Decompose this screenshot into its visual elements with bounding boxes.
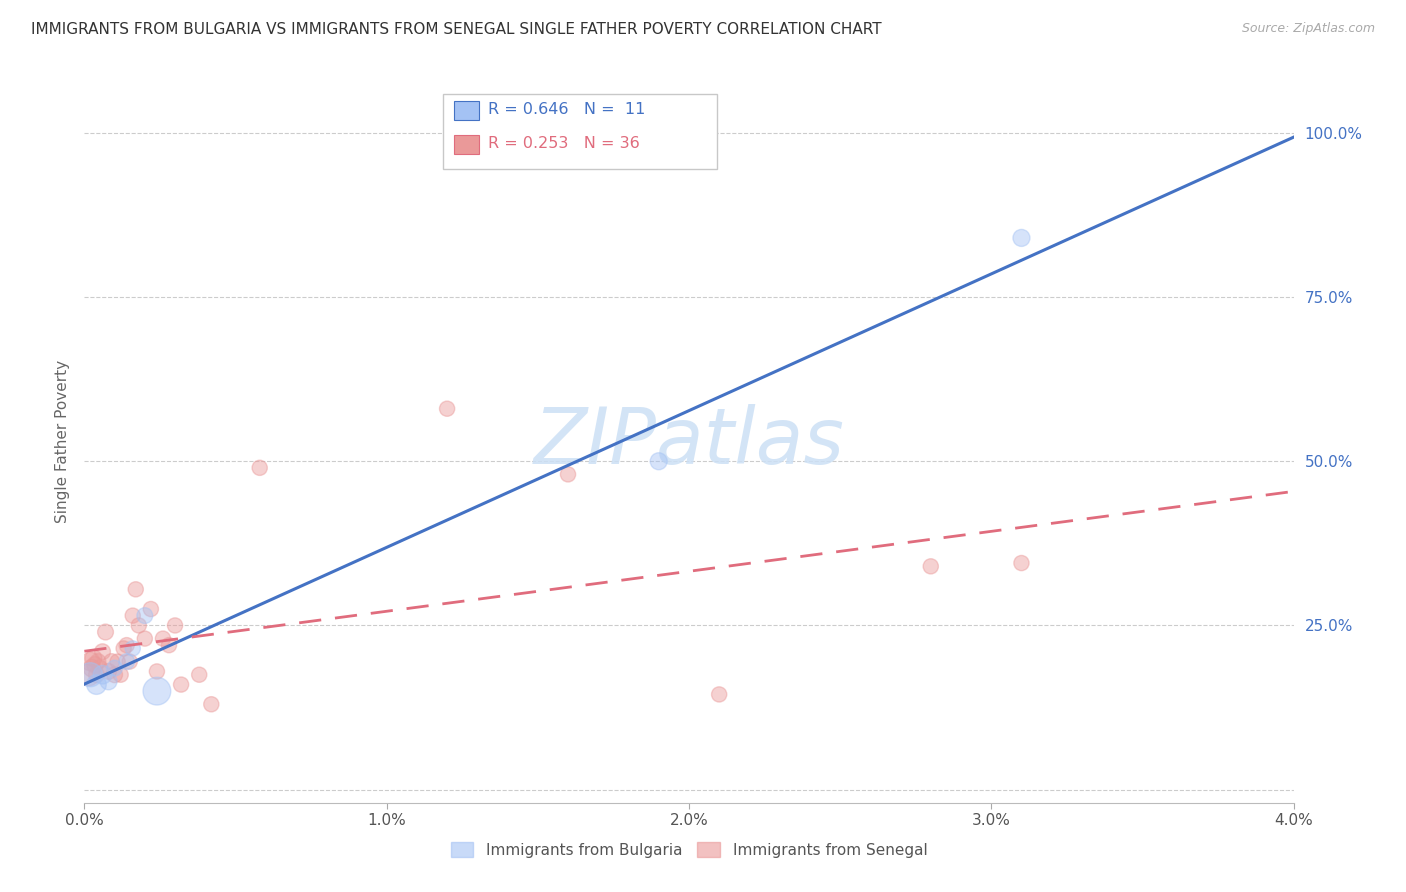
Legend: Immigrants from Bulgaria, Immigrants from Senegal: Immigrants from Bulgaria, Immigrants fro…	[444, 836, 934, 863]
Point	[118, 655, 141, 669]
Point	[94, 625, 117, 640]
Point	[436, 401, 458, 416]
Point	[157, 638, 180, 652]
Point	[139, 602, 162, 616]
Point	[89, 661, 111, 675]
Point	[115, 655, 138, 669]
Point	[709, 687, 731, 701]
Point	[104, 667, 127, 681]
Point	[100, 655, 122, 669]
Point	[86, 677, 108, 691]
Point	[165, 618, 187, 632]
Point	[200, 698, 222, 712]
Point	[146, 665, 169, 679]
Text: R = 0.253   N = 36: R = 0.253 N = 36	[488, 136, 640, 151]
Point	[82, 651, 104, 665]
Point	[110, 667, 132, 681]
Point	[107, 655, 129, 669]
Point	[104, 661, 127, 675]
Point	[84, 657, 107, 672]
Text: ZIPatlas: ZIPatlas	[533, 403, 845, 480]
Point	[87, 655, 110, 669]
Point	[91, 667, 114, 681]
Point	[79, 667, 101, 681]
Point	[115, 638, 138, 652]
Point	[1011, 556, 1033, 570]
Text: Source: ZipAtlas.com: Source: ZipAtlas.com	[1241, 22, 1375, 36]
Point	[80, 661, 103, 675]
Point	[97, 665, 120, 679]
Point	[557, 467, 579, 482]
Text: R = 0.646   N =  11: R = 0.646 N = 11	[488, 103, 645, 117]
Point	[648, 454, 671, 468]
Point	[152, 632, 174, 646]
Y-axis label: Single Father Poverty: Single Father Poverty	[55, 360, 70, 523]
Point	[249, 460, 271, 475]
Point	[146, 684, 169, 698]
Point	[1011, 231, 1033, 245]
Point	[128, 618, 150, 632]
Point	[86, 667, 108, 681]
Point	[121, 608, 143, 623]
Point	[920, 559, 942, 574]
Point	[134, 632, 156, 646]
Point	[97, 674, 120, 689]
Point	[170, 677, 193, 691]
Point	[188, 667, 211, 681]
Point	[112, 641, 135, 656]
Point	[134, 608, 156, 623]
Point	[77, 667, 100, 681]
Point	[121, 641, 143, 656]
Point	[125, 582, 148, 597]
Point	[91, 645, 114, 659]
Point	[79, 655, 101, 669]
Text: IMMIGRANTS FROM BULGARIA VS IMMIGRANTS FROM SENEGAL SINGLE FATHER POVERTY CORREL: IMMIGRANTS FROM BULGARIA VS IMMIGRANTS F…	[31, 22, 882, 37]
